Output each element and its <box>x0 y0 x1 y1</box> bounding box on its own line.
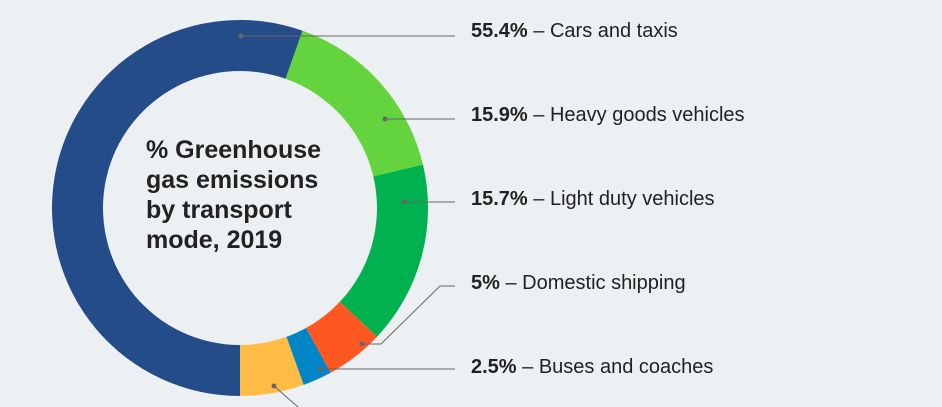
slice-label: 55.4% – Cars and taxis <box>471 20 678 43</box>
leader-line <box>273 385 299 407</box>
slice-name-label: Heavy goods vehicles <box>549 104 745 126</box>
slice-value-label: 5% <box>471 272 500 294</box>
separator: – <box>527 188 550 210</box>
slice-label: 5% – Domestic shipping <box>471 272 686 295</box>
chart-title: % Greenhouse gas emissions by transport … <box>146 135 366 255</box>
slice-value-label: 15.9% <box>471 104 528 126</box>
slice-value-label: 15.7% <box>471 188 528 210</box>
slice-label: 2.5% – Buses and coaches <box>471 356 713 379</box>
slice-label: 15.9% – Heavy goods vehicles <box>471 104 745 127</box>
slice-value-label: 55.4% <box>471 20 528 42</box>
slice-label: 15.7% – Light duty vehicles <box>471 188 715 211</box>
donut-slice <box>306 301 378 373</box>
separator: – <box>499 272 523 294</box>
separator: – <box>527 104 550 126</box>
separator: – <box>516 356 539 378</box>
slice-value-label: 2.5% <box>471 356 517 378</box>
title-line: mode, 2019 <box>146 226 283 254</box>
leader-line <box>362 285 455 345</box>
donut-slice <box>339 164 428 337</box>
title-line: gas emissions <box>146 166 319 194</box>
title-line: % Greenhouse <box>146 136 322 164</box>
title-line: by transport <box>146 196 292 224</box>
donut-slice <box>51 19 303 396</box>
donut-slice <box>285 30 423 177</box>
slice-name-label: Cars and taxis <box>549 20 678 42</box>
slice-name-label: Light duty vehicles <box>549 188 715 210</box>
separator: – <box>527 20 550 42</box>
slice-name-label: Buses and coaches <box>538 356 714 378</box>
donut-slice <box>240 336 304 396</box>
slice-name-label: Domestic shipping <box>522 272 686 294</box>
